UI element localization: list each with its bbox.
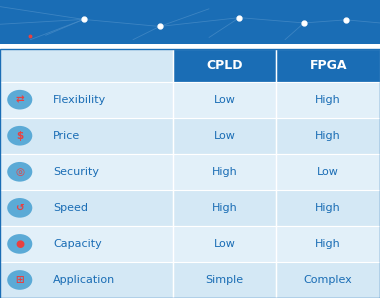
Text: Low: Low <box>214 239 236 249</box>
Text: High: High <box>212 203 238 213</box>
FancyBboxPatch shape <box>173 118 276 154</box>
Circle shape <box>7 126 32 146</box>
Text: ⇄: ⇄ <box>15 95 24 105</box>
Text: $: $ <box>16 131 24 141</box>
Text: High: High <box>212 167 238 177</box>
Text: Capacity: Capacity <box>53 239 102 249</box>
Text: High: High <box>315 95 341 105</box>
FancyBboxPatch shape <box>0 82 173 118</box>
Text: High: High <box>315 203 341 213</box>
Text: High: High <box>315 239 341 249</box>
FancyBboxPatch shape <box>173 262 276 298</box>
Text: ⊞: ⊞ <box>15 275 24 285</box>
Text: Simple: Simple <box>206 275 244 285</box>
Text: Application: Application <box>53 275 116 285</box>
Text: FPGA: FPGA <box>309 59 347 72</box>
FancyBboxPatch shape <box>0 226 173 262</box>
Circle shape <box>7 90 32 110</box>
FancyBboxPatch shape <box>0 49 173 82</box>
Circle shape <box>7 162 32 181</box>
FancyBboxPatch shape <box>173 82 276 118</box>
Text: ◎: ◎ <box>15 167 24 177</box>
Text: Complex: Complex <box>304 275 353 285</box>
Circle shape <box>7 234 32 254</box>
Text: Low: Low <box>214 95 236 105</box>
Text: CPLD: CPLD <box>206 59 243 72</box>
FancyBboxPatch shape <box>0 190 173 226</box>
Circle shape <box>7 270 32 290</box>
FancyBboxPatch shape <box>0 0 380 44</box>
FancyBboxPatch shape <box>0 262 173 298</box>
Text: Flexibility: Flexibility <box>53 95 106 105</box>
Text: Low: Low <box>317 167 339 177</box>
FancyBboxPatch shape <box>276 190 380 226</box>
FancyBboxPatch shape <box>0 118 173 154</box>
Text: Low: Low <box>214 131 236 141</box>
FancyBboxPatch shape <box>173 49 276 82</box>
FancyBboxPatch shape <box>276 82 380 118</box>
Text: ↺: ↺ <box>15 203 24 213</box>
FancyBboxPatch shape <box>276 154 380 190</box>
FancyBboxPatch shape <box>276 262 380 298</box>
FancyBboxPatch shape <box>276 49 380 82</box>
Text: Security: Security <box>53 167 99 177</box>
Text: Speed: Speed <box>53 203 88 213</box>
Circle shape <box>7 198 32 218</box>
FancyBboxPatch shape <box>0 154 173 190</box>
Text: ●: ● <box>15 239 24 249</box>
FancyBboxPatch shape <box>276 118 380 154</box>
Text: Price: Price <box>53 131 81 141</box>
FancyBboxPatch shape <box>173 226 276 262</box>
FancyBboxPatch shape <box>173 190 276 226</box>
Text: High: High <box>315 131 341 141</box>
FancyBboxPatch shape <box>173 154 276 190</box>
FancyBboxPatch shape <box>276 226 380 262</box>
